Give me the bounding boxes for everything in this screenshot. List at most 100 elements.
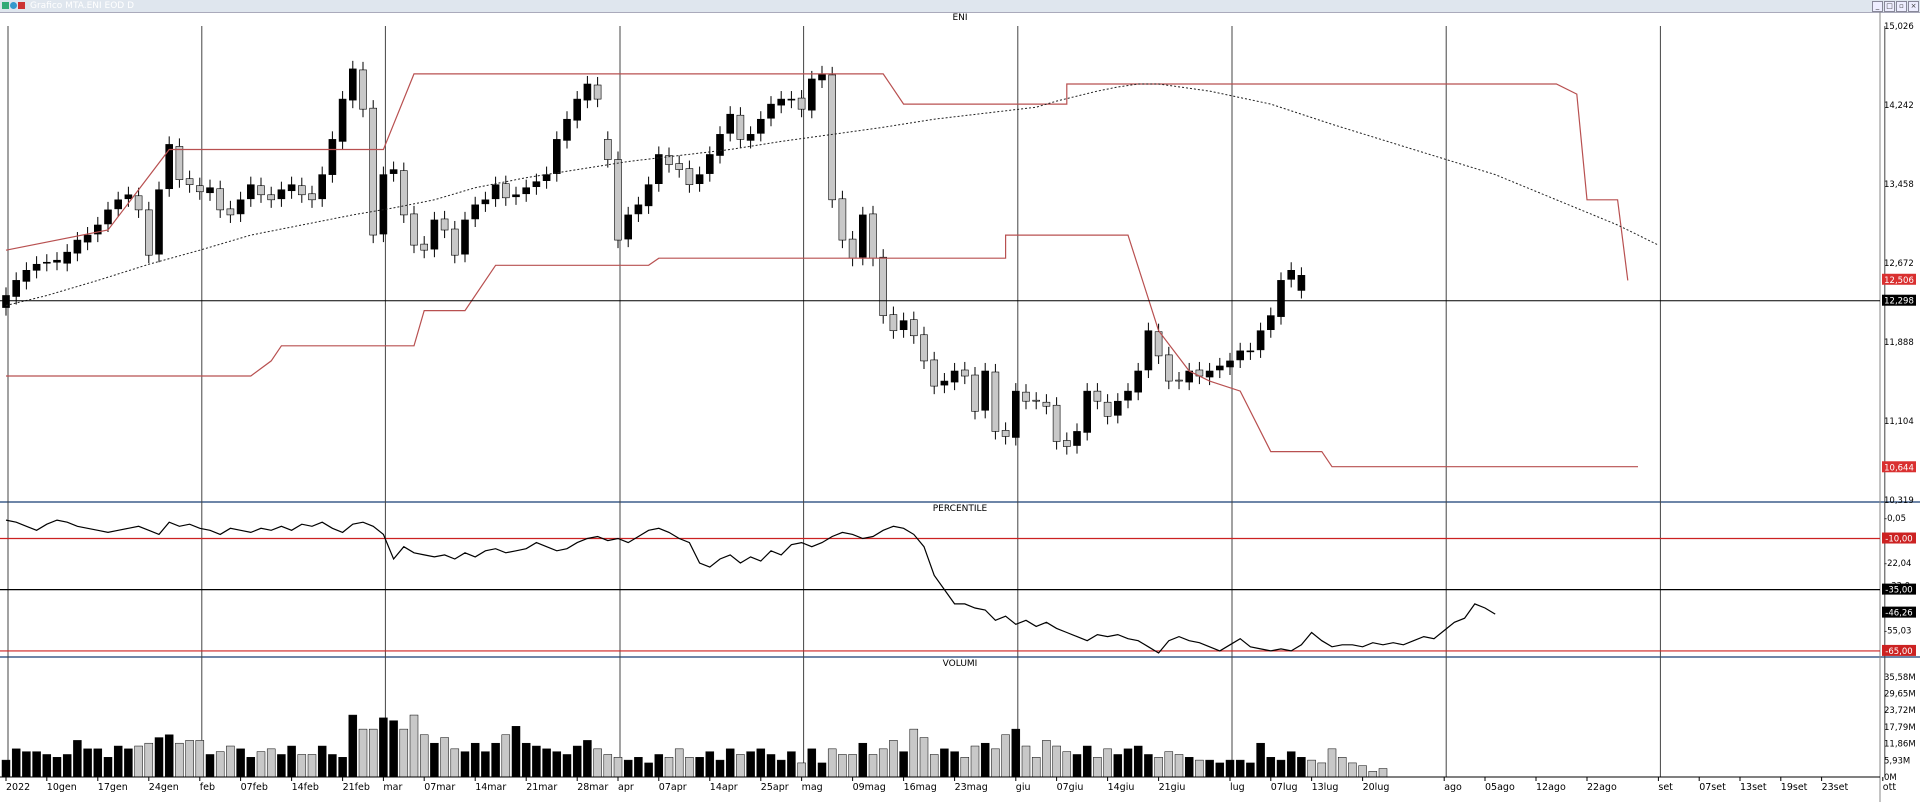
volume-bar[interactable] [766, 754, 776, 778]
volume-bar[interactable] [1256, 742, 1265, 778]
candle-body[interactable] [53, 259, 61, 263]
volume-bar[interactable] [929, 754, 939, 778]
volume-bar[interactable] [725, 748, 735, 778]
green-dot-icon[interactable] [10, 2, 17, 9]
volume-bar[interactable] [1358, 765, 1367, 778]
candle-body[interactable] [828, 74, 837, 201]
volume-bar[interactable] [583, 740, 592, 778]
volume-bar[interactable] [532, 745, 541, 778]
candle-body[interactable] [277, 189, 286, 200]
volume-bar[interactable] [848, 754, 857, 778]
volume-bar[interactable] [297, 754, 307, 778]
volume-bar[interactable] [175, 742, 184, 778]
channel-lower-line[interactable] [6, 234, 1638, 468]
volume-bar[interactable] [1205, 759, 1214, 778]
candle-body[interactable] [206, 187, 214, 194]
candle-body[interactable] [83, 234, 92, 243]
volume-bar[interactable] [215, 751, 225, 778]
volume-bar[interactable] [368, 728, 378, 778]
volume-bar[interactable] [705, 751, 715, 778]
candle-body[interactable] [542, 174, 551, 181]
maximize-button[interactable]: □ [1884, 1, 1895, 12]
volume-bar[interactable] [521, 742, 531, 778]
candle-body[interactable] [787, 98, 796, 101]
volume-bar[interactable] [338, 757, 347, 778]
candle-body[interactable] [124, 194, 133, 200]
volume-bar[interactable] [960, 757, 970, 778]
volume-bar[interactable] [1093, 757, 1102, 778]
candle-body[interactable] [573, 98, 582, 121]
volume-bar[interactable] [134, 745, 143, 778]
volume-bar[interactable] [1337, 757, 1347, 778]
volume-bar[interactable] [22, 751, 31, 778]
candle-body[interactable] [94, 224, 102, 235]
candle-body[interactable] [216, 188, 224, 211]
candle-body[interactable] [175, 146, 184, 180]
candle-body[interactable] [297, 185, 306, 196]
candle-body[interactable] [1073, 431, 1081, 446]
volume-bar[interactable] [389, 720, 398, 778]
candle-body[interactable] [430, 219, 439, 250]
volume-bar[interactable] [103, 757, 113, 778]
candle-body[interactable] [145, 209, 153, 256]
candle-body[interactable] [1267, 315, 1275, 331]
candle-body[interactable] [726, 113, 735, 134]
candle-body[interactable] [491, 184, 500, 200]
volume-bar[interactable] [572, 745, 582, 778]
candle-body[interactable] [328, 139, 337, 175]
volume-bar[interactable] [827, 748, 837, 778]
candle-body[interactable] [869, 213, 877, 259]
moving-average-line[interactable] [5, 83, 1659, 306]
candle-body[interactable] [114, 199, 122, 210]
close-button[interactable]: × [1908, 1, 1919, 12]
volume-bar[interactable] [1297, 757, 1306, 778]
volume-bar[interactable] [379, 717, 388, 778]
candle-body[interactable] [1175, 379, 1183, 382]
volume-bar[interactable] [450, 748, 460, 778]
volume-bar[interactable] [1184, 757, 1194, 778]
candle-body[interactable] [471, 204, 480, 220]
volume-bar[interactable] [1235, 759, 1245, 778]
volume-bar[interactable] [685, 757, 694, 778]
candle-body[interactable] [32, 263, 41, 271]
volume-bar[interactable] [164, 734, 174, 778]
volume-bar[interactable] [113, 745, 123, 778]
volume-bar[interactable] [807, 748, 817, 778]
candle-body[interactable] [797, 97, 806, 110]
candle-body[interactable] [716, 134, 724, 156]
candle-body[interactable] [461, 219, 469, 255]
volume-bar[interactable] [991, 748, 1000, 778]
candle-body[interactable] [338, 98, 347, 142]
candle-body[interactable] [909, 319, 918, 337]
volume-bar[interactable] [62, 754, 72, 778]
candle-body[interactable] [410, 213, 418, 246]
candle-body[interactable] [1032, 399, 1040, 402]
candle-body[interactable] [155, 189, 163, 255]
volume-bar[interactable] [144, 742, 154, 778]
candle-body[interactable] [981, 370, 990, 411]
volume-bar[interactable] [634, 757, 643, 778]
volume-bar[interactable] [868, 754, 878, 778]
candle-body[interactable] [930, 359, 939, 387]
volume-bar[interactable] [1011, 728, 1021, 778]
candle-body[interactable] [236, 199, 245, 215]
candle-body[interactable] [858, 214, 867, 258]
volume-bar[interactable] [409, 714, 419, 778]
volume-bar[interactable] [277, 754, 286, 778]
candle-body[interactable] [1103, 401, 1112, 417]
volume-bar[interactable] [1317, 762, 1327, 778]
volume-bar[interactable] [317, 745, 327, 778]
candle-body[interactable] [1205, 370, 1214, 378]
candle-body[interactable] [583, 83, 592, 101]
volume-bar[interactable] [664, 757, 674, 778]
candle-body[interactable] [899, 320, 908, 331]
candle-body[interactable] [134, 195, 143, 211]
volume-bar[interactable] [399, 728, 409, 778]
candle-body[interactable] [12, 280, 20, 297]
volume-bar[interactable] [205, 754, 215, 778]
candle-body[interactable] [695, 174, 704, 184]
candle-body[interactable] [1063, 440, 1071, 447]
volume-bar[interactable] [674, 748, 684, 778]
volume-bar[interactable] [1082, 745, 1092, 778]
volume-bar[interactable] [1021, 745, 1031, 778]
